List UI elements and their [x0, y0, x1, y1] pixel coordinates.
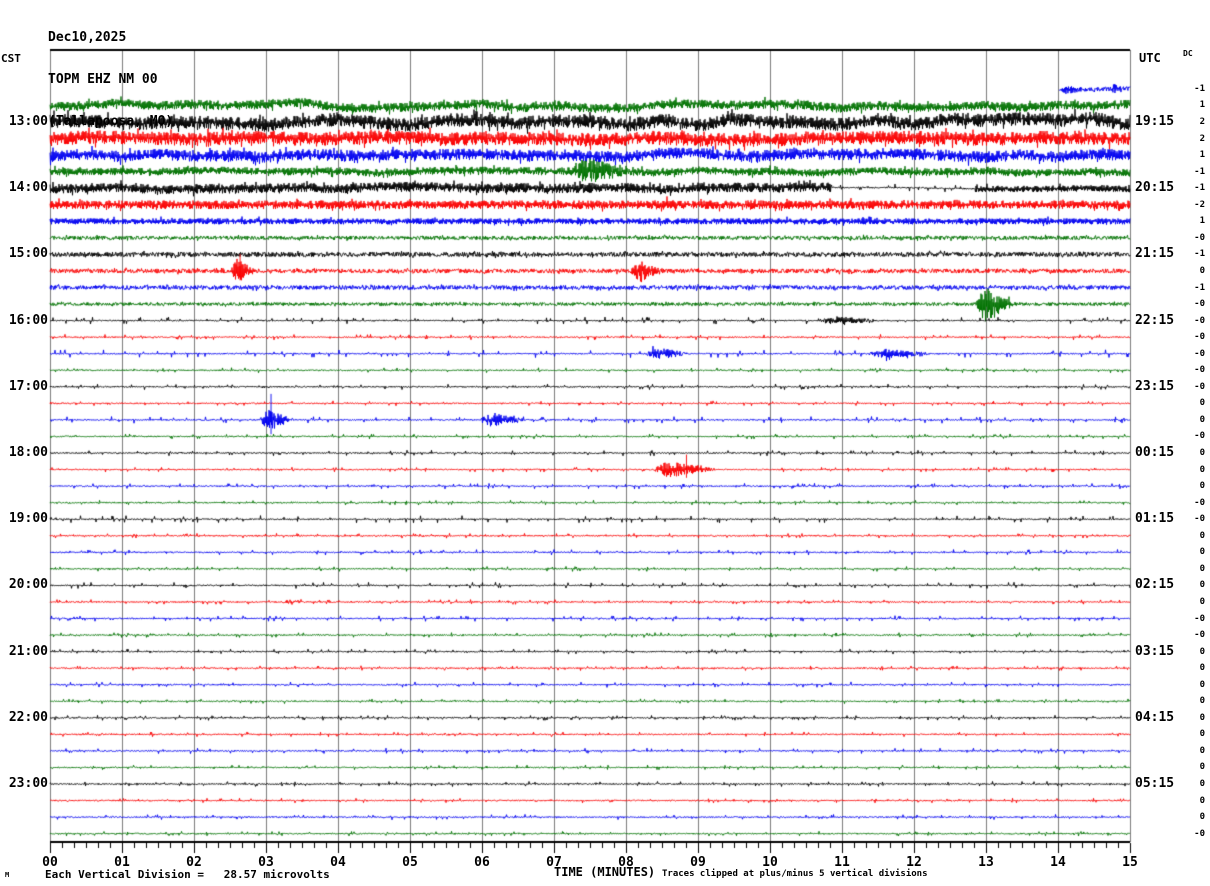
- dc-value: 0: [1199, 563, 1205, 574]
- utc-hour-label: 22:15: [1135, 312, 1175, 328]
- dc-value: 2: [1199, 117, 1205, 127]
- dc-value: 0: [1199, 779, 1205, 789]
- cst-hour-label: 22:00: [8, 709, 48, 725]
- dc-value: 0: [1199, 729, 1205, 740]
- x-tick-label: 10: [762, 855, 778, 870]
- cst-hour-label: 17:00: [8, 378, 48, 394]
- dc-value: 0: [1199, 795, 1205, 806]
- dc-value: -0: [1194, 381, 1205, 392]
- x-tick-label: 01: [114, 855, 130, 870]
- dc-value: 0: [1199, 696, 1205, 707]
- dc-value: 0: [1199, 712, 1205, 723]
- utc-hour-label: 04:15: [1135, 709, 1175, 725]
- station-header: Dec10,2025 TOPM EHZ NM 00 (Tallapoosa, M…: [48, 3, 173, 157]
- dc-value: -0: [1194, 613, 1205, 624]
- utc-hour-label: 05:15: [1135, 776, 1175, 791]
- dc-value: -0: [1194, 828, 1205, 839]
- utc-hour-label: 01:15: [1135, 511, 1175, 527]
- x-tick-label: 06: [474, 855, 490, 870]
- header-date: Dec10,2025: [48, 30, 127, 45]
- utc-hour-label: 02:15: [1135, 577, 1175, 593]
- dc-column-header: DC: [1183, 49, 1193, 58]
- dc-value: -0: [1194, 514, 1205, 525]
- utc-hour-label: 21:15: [1135, 246, 1175, 262]
- dc-value: 0: [1199, 679, 1205, 690]
- x-tick-label: 08: [618, 855, 634, 870]
- x-tick-label: 14: [1050, 855, 1066, 870]
- dc-value: -2: [1194, 199, 1205, 210]
- dc-value: 0: [1199, 745, 1205, 756]
- dc-value: 0: [1199, 448, 1205, 458]
- cst-hour-label: 16:00: [8, 312, 48, 328]
- x-axis-title: TIME (MINUTES): [554, 865, 656, 879]
- x-tick-label: 02: [186, 855, 202, 870]
- dc-value: -0: [1194, 315, 1205, 326]
- x-tick-label: 00: [42, 855, 58, 870]
- cst-hour-label: 19:00: [8, 511, 48, 527]
- left-timezone-label: CST: [1, 52, 21, 65]
- x-tick-label: 07: [546, 855, 562, 870]
- dc-value: -0: [1194, 365, 1205, 376]
- cst-hour-label: 18:00: [8, 445, 48, 460]
- dc-value: 0: [1199, 663, 1205, 674]
- dc-value: -0: [1194, 299, 1205, 310]
- cst-hour-label: 21:00: [8, 643, 48, 659]
- clip-note: Traces clipped at plus/minus 5 vertical …: [662, 869, 928, 879]
- header-station-code: TOPM EHZ NM 00: [48, 72, 158, 87]
- dc-value: 0: [1199, 580, 1205, 591]
- utc-hour-label: 23:15: [1135, 378, 1175, 394]
- dc-value: -0: [1194, 431, 1205, 442]
- cst-hour-label: 15:00: [8, 246, 48, 262]
- dc-value: -1: [1194, 282, 1205, 293]
- dc-value: 0: [1199, 481, 1205, 492]
- dc-value: 1: [1199, 100, 1205, 111]
- x-tick-label: 12: [906, 855, 922, 870]
- utc-hour-label: 19:15: [1135, 114, 1175, 129]
- dc-value: -1: [1194, 83, 1205, 94]
- x-tick-label: 15: [1122, 855, 1138, 870]
- dc-value: -0: [1194, 497, 1205, 508]
- dc-value: 2: [1199, 133, 1205, 144]
- cst-hour-label: 20:00: [8, 577, 48, 593]
- scale-note: Each Vertical Division = 28.57 microvolt…: [45, 868, 330, 881]
- dc-value: 0: [1199, 646, 1205, 657]
- dc-value: -1: [1194, 249, 1205, 260]
- dc-value: 0: [1199, 596, 1205, 607]
- corner-glyph: M: [5, 871, 10, 879]
- x-tick-label: 13: [978, 855, 994, 870]
- dc-value: -0: [1194, 630, 1205, 641]
- dc-value: -1: [1194, 166, 1205, 177]
- x-tick-label: 03: [258, 855, 274, 870]
- dc-value: -0: [1194, 332, 1205, 343]
- dc-value: 0: [1199, 812, 1205, 823]
- dc-value: 0: [1199, 762, 1205, 773]
- x-tick-label: 04: [330, 855, 346, 870]
- x-tick-label: 11: [834, 855, 850, 870]
- cst-hour-label: 14:00: [8, 180, 48, 196]
- cst-hour-label: 13:00: [8, 114, 48, 129]
- dc-value: 0: [1199, 265, 1205, 276]
- dc-value: 1: [1199, 216, 1205, 227]
- utc-hour-label: 00:15: [1135, 445, 1175, 460]
- dc-value: -0: [1194, 232, 1205, 243]
- x-tick-label: 09: [690, 855, 706, 870]
- utc-hour-label: 20:15: [1135, 180, 1175, 196]
- dc-value: 0: [1199, 398, 1205, 409]
- utc-hour-label: 03:15: [1135, 643, 1175, 659]
- dc-value: -0: [1194, 348, 1205, 359]
- dc-value: 0: [1199, 530, 1205, 541]
- x-tick-label: 05: [402, 855, 418, 870]
- dc-value: -1: [1194, 183, 1205, 194]
- right-timezone-label: UTC: [1139, 51, 1161, 65]
- dc-value: 0: [1199, 547, 1205, 558]
- dc-value: 0: [1199, 414, 1205, 425]
- header-station-location: (Tallapoosa, MO): [48, 114, 174, 129]
- cst-hour-label: 23:00: [8, 776, 48, 791]
- dc-value: 0: [1199, 464, 1205, 475]
- dc-value: 1: [1199, 150, 1205, 161]
